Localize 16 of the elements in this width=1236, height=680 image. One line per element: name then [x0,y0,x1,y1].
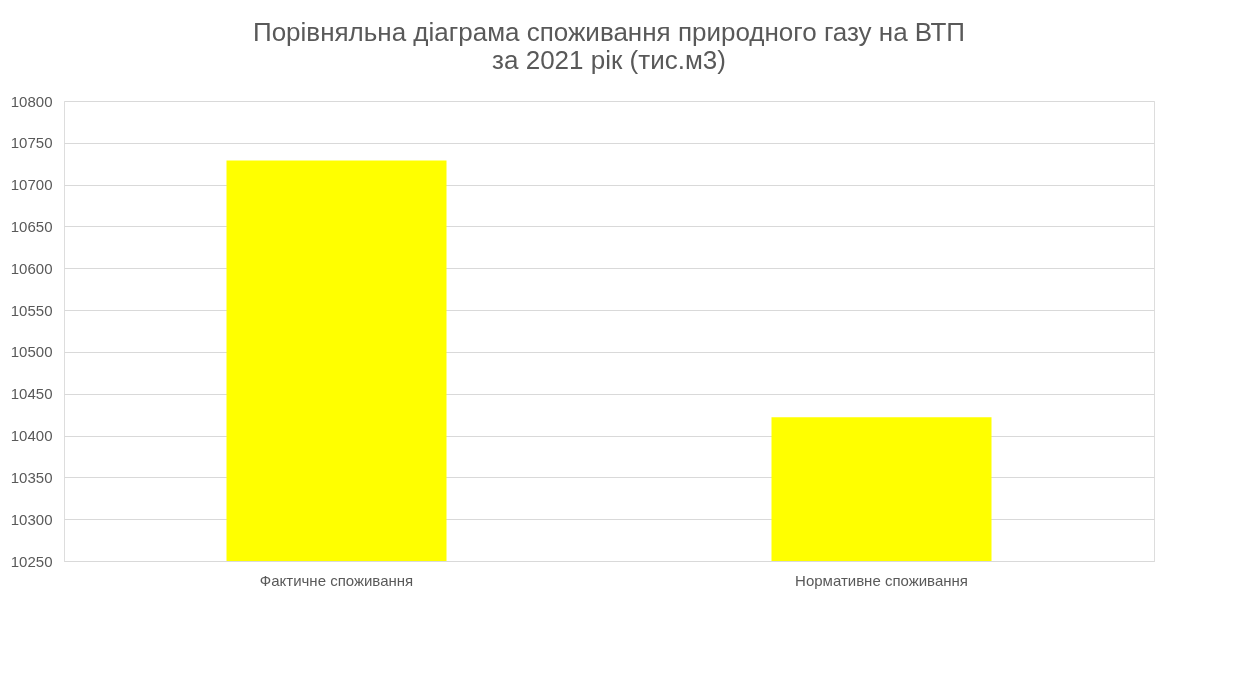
y-tick-label: 10250 [10,552,53,570]
y-tick-label: 10550 [10,301,53,319]
x-tick-label: Фактичне споживання [259,571,414,589]
y-tick-label: 10800 [10,92,53,110]
text: Порівняльна діаграма споживання природного газу на ВТП [252,17,966,47]
x-tick-label: Нормативне споживання [795,571,968,589]
y-tick-label: 10450 [10,385,53,403]
y-tick-label: 10350 [10,468,53,486]
y-tick-label: 10750 [10,134,53,152]
y-tick-label: 10300 [10,510,53,528]
y-tick-label: 10600 [10,259,53,277]
text: за 2021 рік (тис.м3) [492,45,726,75]
y-tick-label: 10500 [10,343,53,361]
y-tick-label: 10400 [10,427,53,445]
y-tick-label: 10650 [10,217,53,235]
y-tick-label: 10700 [10,176,53,194]
